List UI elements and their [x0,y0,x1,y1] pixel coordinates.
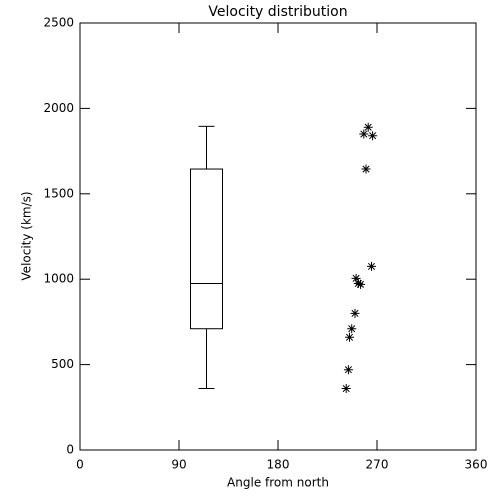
point [359,129,369,139]
point [341,384,351,394]
y-axis-label: Velocity (km/s) [20,191,34,280]
point [363,122,373,132]
y-tick-label: 2500 [43,16,74,30]
point [347,324,357,334]
y-tick-label: 2000 [43,101,74,115]
point [343,365,353,375]
point [356,279,365,289]
point [350,308,360,318]
y-tick-label: 1500 [43,186,74,200]
point [351,273,361,283]
point [368,131,378,141]
y-tick-label: 1000 [43,272,74,286]
x-tick-label: 0 [76,458,84,472]
y-tick-label: 500 [51,357,74,371]
point [367,261,376,271]
x-tick-label: 90 [171,458,186,472]
point [361,164,371,174]
x-tick-label: 270 [366,458,389,472]
point [353,278,363,288]
point [345,332,354,342]
chart-title: Velocity distribution [208,4,347,20]
x-tick-label: 180 [267,458,290,472]
y-tick-label: 0 [66,443,74,457]
box [190,168,223,330]
x-axis-label: Angle from north [227,476,329,490]
x-tick-label: 360 [465,458,488,472]
plot-frame [79,22,477,451]
